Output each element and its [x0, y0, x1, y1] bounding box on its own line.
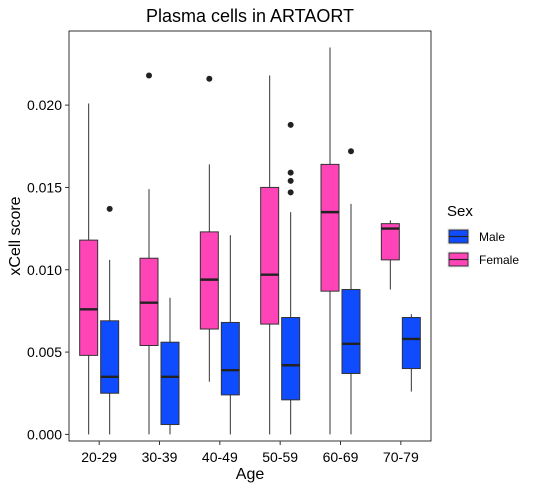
x-tick-label: 70-79: [383, 449, 419, 465]
legend-title: Sex: [447, 203, 473, 220]
x-axis: 20-29 30-39 40-49 50-59 60-69 70-79: [81, 441, 419, 465]
outlier-point: [348, 148, 354, 155]
box-female-40-49: [199, 75, 219, 382]
outlier-point: [287, 169, 294, 176]
box-male-20-29: [100, 205, 120, 435]
box-female-50-59: [260, 75, 280, 435]
outlier-point: [106, 205, 113, 212]
box-iqr: [260, 186, 280, 325]
box-male-50-59: [281, 121, 301, 435]
box-iqr: [281, 317, 301, 401]
x-tick-label: 40-49: [202, 449, 238, 465]
box-iqr: [100, 320, 120, 394]
x-tick-label: 50-59: [262, 449, 298, 465]
legend: Sex Male Female: [447, 203, 519, 268]
box-iqr: [220, 321, 240, 396]
box-layer: [79, 47, 421, 435]
y-axis: 0.000 0.005 0.010 0.015 0.020: [27, 97, 69, 442]
box-male-40-49: [220, 235, 240, 435]
outlier-point: [146, 72, 152, 79]
box-female-70-79: [380, 220, 400, 290]
box-iqr: [160, 341, 180, 426]
box-male-30-39: [160, 297, 180, 435]
box-female-30-39: [139, 72, 159, 435]
x-tick-label: 20-29: [81, 449, 117, 465]
y-tick-label: 0.000: [27, 426, 62, 442]
y-axis-title: xCell score: [7, 196, 24, 275]
box-iqr: [380, 223, 400, 261]
outlier-point: [206, 75, 213, 82]
box-iqr: [320, 163, 340, 292]
outlier-point: [287, 189, 294, 196]
outlier-point: [287, 177, 294, 184]
outlier-point: [287, 121, 294, 128]
legend-label-male: Male: [479, 230, 505, 244]
chart-title: Plasma cells in ARTAORT: [146, 6, 354, 26]
x-tick-label: 60-69: [323, 449, 359, 465]
box-iqr: [79, 239, 99, 356]
y-tick-label: 0.020: [27, 97, 62, 113]
y-tick-label: 0.015: [27, 179, 62, 195]
legend-label-female: Female: [479, 253, 519, 267]
box-male-70-79: [401, 314, 421, 392]
box-female-20-29: [79, 103, 99, 435]
y-tick-label: 0.010: [27, 262, 62, 278]
plot-panel: [68, 30, 432, 442]
box-iqr: [341, 289, 361, 374]
box-female-60-69: [320, 47, 340, 435]
x-axis-title: Age: [236, 466, 265, 483]
box-iqr: [401, 317, 421, 370]
box-male-60-69: [341, 148, 361, 435]
y-tick-label: 0.005: [27, 344, 62, 360]
x-tick-label: 30-39: [142, 449, 178, 465]
